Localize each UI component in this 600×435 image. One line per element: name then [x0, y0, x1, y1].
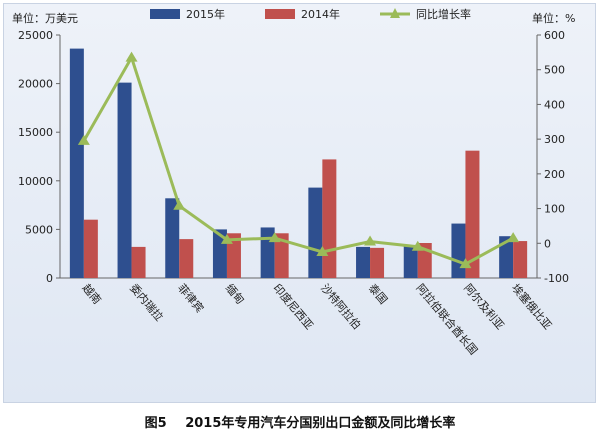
bar-2014: [322, 159, 337, 278]
bar-2015: [403, 245, 418, 278]
left-tick-label: 5000: [25, 223, 53, 236]
right-tick-label: 600: [544, 29, 565, 42]
growth-rate-line: [82, 53, 514, 266]
chart: 单位：万美元 单位：% 2015年 2014年 同比增长率 050001000015…: [12, 7, 575, 357]
bar-2015: [308, 187, 323, 278]
left-tick-label: 15000: [18, 126, 53, 139]
growth-rate-point: [77, 134, 90, 145]
category-label: 埃塞俄比亚: [509, 281, 555, 332]
bar-2015: [260, 227, 275, 278]
bar-2014: [513, 241, 528, 278]
bar-2014: [83, 219, 98, 278]
right-tick-label: 500: [544, 64, 565, 77]
right-tick-label: 400: [544, 98, 565, 111]
right-tick-label: -100: [544, 272, 569, 285]
legend-swatch: [265, 9, 295, 19]
bar-2015: [451, 223, 466, 278]
legend-label: 2014年: [301, 7, 340, 21]
figure-caption: 图5 2015年专用汽车分国别出口金额及同比增长率: [0, 412, 600, 431]
right-tick-label: 300: [544, 133, 565, 146]
bar-2014: [274, 233, 289, 278]
category-label: 印度尼西亚: [270, 281, 316, 332]
right-tick-label: 200: [544, 168, 565, 181]
bar-2014: [465, 150, 480, 278]
category-label: 越南: [80, 281, 105, 307]
growth-rate-point: [507, 232, 520, 243]
figure-label: 图5: [144, 416, 167, 431]
chart-frame: [3, 3, 596, 403]
growth-rate-point: [173, 199, 186, 210]
growth-rate-point: [459, 258, 472, 269]
bar-2015: [356, 246, 371, 278]
left-tick-label: 20000: [18, 78, 53, 91]
legend-label: 同比增长率: [416, 7, 471, 21]
bar-2015: [117, 82, 132, 279]
legend-label: 2015年: [186, 7, 225, 21]
growth-rate-point: [316, 245, 329, 256]
right-tick-label: 0: [544, 237, 551, 250]
category-label: 泰国: [366, 281, 391, 307]
legend-marker: [390, 8, 400, 18]
left-tick-label: 10000: [18, 175, 53, 188]
legend: 2015年 2014年 同比增长率: [150, 7, 471, 21]
category-label: 沙特阿拉伯: [318, 281, 364, 332]
right-tick-label: 100: [544, 203, 565, 216]
plot-area: 0 5000 10000 15000 20000 25000 -100 0 100 200 300 4…: [18, 29, 569, 357]
caption-text: 2015年专用汽车分国别出口金额及同比增长率: [185, 416, 456, 431]
growth-rate-point: [268, 232, 281, 243]
growth-rate-point: [125, 51, 138, 62]
bar-2015: [69, 48, 84, 278]
right-axis-unit-label: 单位：%: [532, 11, 575, 25]
bar-2015: [499, 236, 514, 278]
growth-rate-point: [220, 233, 233, 244]
legend-swatch: [150, 9, 180, 19]
left-tick-label: 25000: [18, 29, 53, 42]
growth-rate-point: [364, 235, 377, 246]
category-label: 菲律宾: [175, 281, 207, 315]
bar-2014: [370, 247, 385, 278]
bar-2014: [131, 246, 146, 278]
category-label: 缅甸: [223, 281, 248, 307]
left-axis-unit-label: 单位：万美元: [12, 11, 78, 25]
growth-rate-point: [411, 240, 424, 251]
bar-2014: [179, 239, 194, 278]
bar-2015: [165, 198, 180, 278]
category-label: 委内瑞拉: [127, 281, 166, 324]
bar-2014: [226, 233, 241, 278]
left-tick-label: 0: [46, 272, 53, 285]
category-label: 阿尔及利亚: [461, 282, 506, 332]
